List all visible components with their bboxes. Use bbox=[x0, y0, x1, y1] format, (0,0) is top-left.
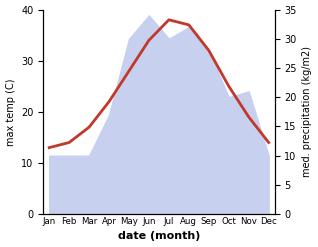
X-axis label: date (month): date (month) bbox=[118, 231, 200, 242]
Y-axis label: med. precipitation (kg/m2): med. precipitation (kg/m2) bbox=[302, 46, 313, 177]
Y-axis label: max temp (C): max temp (C) bbox=[5, 78, 16, 145]
